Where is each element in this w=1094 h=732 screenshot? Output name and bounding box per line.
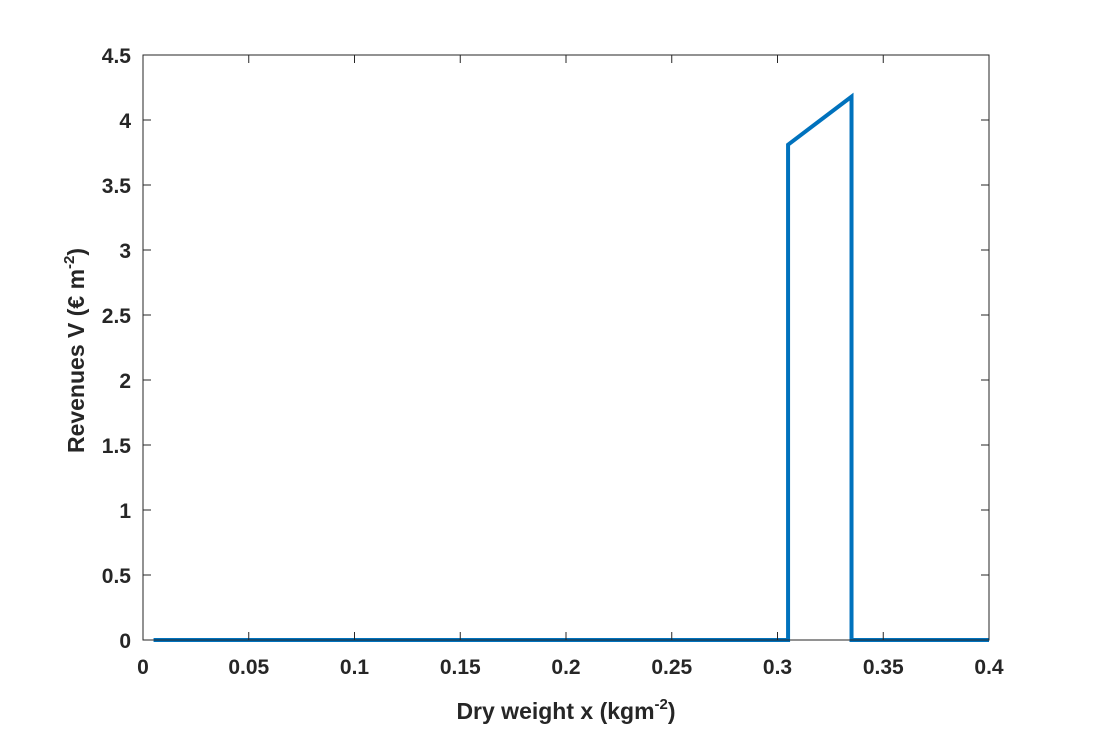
y-axis-label: Revenues V (€ m-2) — [61, 248, 89, 453]
x-tick-label: 0.05 — [228, 656, 269, 679]
y-tick-label: 4.5 — [102, 45, 132, 68]
y-tick-label: 0 — [119, 630, 131, 653]
x-tick-label: 0.35 — [863, 656, 904, 679]
x-axis-label: Dry weight x (kgm-2) — [456, 696, 675, 724]
y-tick-label: 4 — [119, 110, 131, 133]
y-tick-label: 3 — [119, 240, 131, 263]
y-tick-label: 1 — [119, 500, 131, 523]
x-tick-label: 0 — [137, 656, 149, 679]
y-tick-label: 2 — [119, 370, 131, 393]
plot-area — [143, 55, 989, 640]
x-tick-label: 0.25 — [651, 656, 692, 679]
y-tick-label: 1.5 — [102, 435, 132, 458]
y-tick-label: 2.5 — [102, 305, 132, 328]
x-tick-label: 0.3 — [763, 656, 792, 679]
y-tick-label: 0.5 — [102, 565, 132, 588]
x-tick-label: 0.4 — [974, 656, 1004, 679]
x-tick-label: 0.15 — [440, 656, 481, 679]
x-tick-label: 0.2 — [551, 656, 580, 679]
y-tick-label: 3.5 — [102, 175, 132, 198]
x-tick-label: 0.1 — [340, 656, 370, 679]
